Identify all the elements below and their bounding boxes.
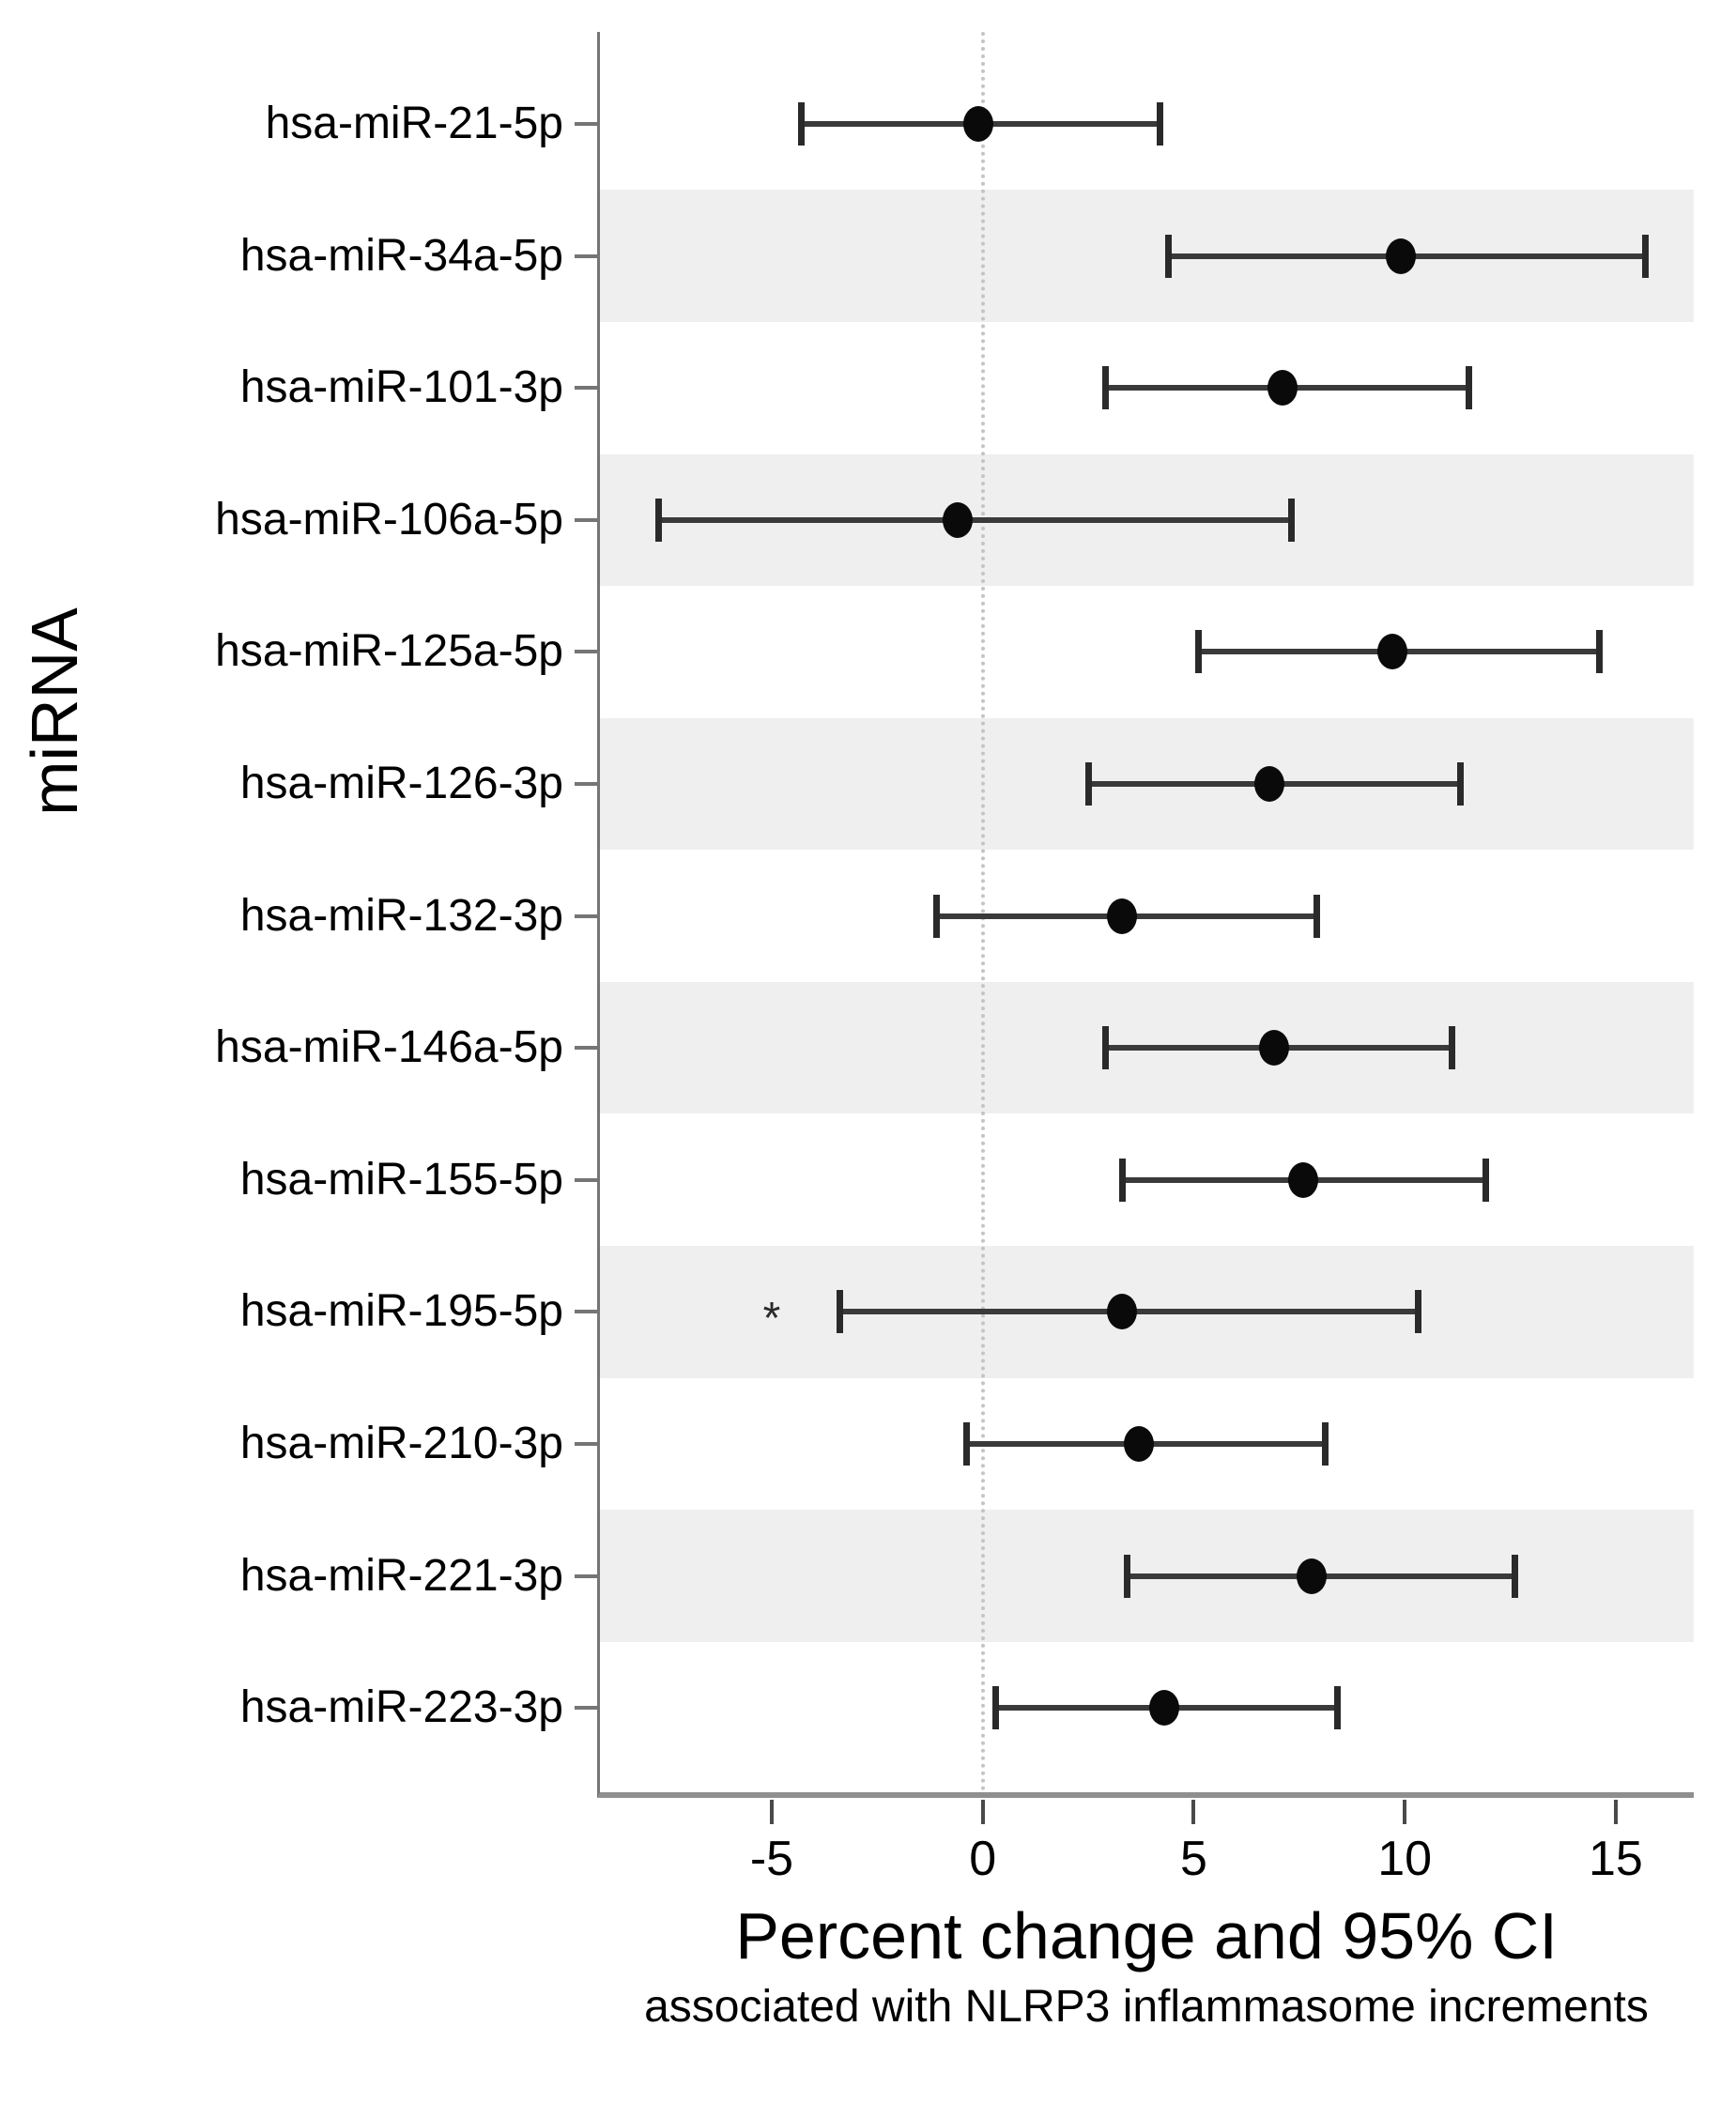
plot-area: * <box>597 32 1694 1798</box>
ci-cap-left <box>1102 366 1110 410</box>
x-axis-tick <box>1613 1800 1618 1824</box>
point-estimate-marker <box>1385 238 1416 274</box>
ci-cap-right <box>1465 366 1472 410</box>
y-axis-tick <box>575 1177 600 1182</box>
ci-cap-left <box>1194 630 1202 674</box>
ci-cap-right <box>1456 762 1464 806</box>
x-axis-tick <box>1403 1800 1407 1824</box>
ci-cap-right <box>1287 498 1295 542</box>
row-label: hsa-miR-195-5p <box>239 1286 563 1337</box>
ci-cap-right <box>1334 1686 1342 1730</box>
point-estimate-marker <box>942 501 973 538</box>
point-estimate-marker <box>1124 1426 1154 1462</box>
point-estimate-marker <box>1267 370 1298 407</box>
ci-cap-right <box>1642 234 1650 278</box>
ci-cap-left <box>836 1290 843 1334</box>
row-label: hsa-miR-126-3p <box>239 759 563 808</box>
ci-cap-left <box>992 1686 1000 1730</box>
ci-cap-left <box>962 1422 970 1466</box>
row-label: hsa-miR-106a-5p <box>215 494 563 545</box>
point-estimate-marker <box>1297 1558 1328 1594</box>
ci-cap-right <box>1595 630 1603 674</box>
x-axis-tick-label: -5 <box>749 1832 794 1886</box>
point-estimate-marker <box>1258 1030 1289 1067</box>
point-estimate-marker <box>1107 898 1138 934</box>
point-estimate-marker <box>1148 1690 1179 1727</box>
ci-cap-left <box>1123 1554 1130 1598</box>
row-label: hsa-miR-132-3p <box>239 890 563 941</box>
x-axis-subtitle: associated with NLRP3 inflammasome incre… <box>644 1982 1649 2032</box>
row-label: hsa-miR-155-5p <box>239 1154 563 1205</box>
point-estimate-marker <box>1254 766 1285 802</box>
y-axis-tick <box>575 650 600 654</box>
ci-cap-right <box>1482 1158 1489 1202</box>
y-axis-tick <box>575 253 600 258</box>
x-axis-title: Percent change and 95% CI <box>735 1899 1558 1973</box>
x-axis-tick-label: 0 <box>969 1832 997 1886</box>
y-axis-tick <box>575 913 600 918</box>
row-label: hsa-miR-21-5p <box>265 99 563 148</box>
ci-cap-left <box>933 894 941 938</box>
y-axis-tick <box>575 517 600 522</box>
x-axis-tick <box>980 1800 985 1824</box>
ci-cap-left <box>798 102 806 146</box>
ci-line <box>657 516 1291 523</box>
y-axis-tick <box>575 1442 600 1446</box>
x-axis-tick-label: 5 <box>1179 1832 1207 1886</box>
ci-cap-left <box>654 498 662 542</box>
ci-cap-left <box>1102 1026 1110 1070</box>
row-label: hsa-miR-221-3p <box>239 1550 563 1601</box>
x-axis-tick <box>769 1800 774 1824</box>
point-estimate-marker <box>1288 1161 1319 1198</box>
ci-cap-left <box>1165 234 1173 278</box>
y-axis-tick <box>575 1046 600 1051</box>
y-axis-tick <box>575 122 600 126</box>
ci-cap-right <box>1157 102 1164 146</box>
y-axis-tick <box>575 782 600 786</box>
y-axis-tick <box>575 386 600 391</box>
x-axis-tick <box>1191 1800 1196 1824</box>
point-estimate-marker <box>1376 634 1407 670</box>
x-axis-tick-label: 10 <box>1377 1832 1433 1886</box>
point-estimate-marker <box>963 106 994 142</box>
row-label: hsa-miR-146a-5p <box>215 1022 563 1073</box>
ci-cap-right <box>1313 894 1320 938</box>
ci-cap-right <box>1512 1554 1519 1598</box>
ci-cap-right <box>1414 1290 1421 1334</box>
point-estimate-marker <box>1107 1294 1138 1330</box>
row-label: hsa-miR-210-3p <box>239 1419 563 1468</box>
y-axis-tick <box>575 1706 600 1711</box>
zero-reference-line <box>980 32 985 1792</box>
y-axis-tick <box>575 1310 600 1314</box>
ci-cap-right <box>1448 1026 1455 1070</box>
ci-cap-left <box>1119 1158 1127 1202</box>
x-axis-tick-label: 15 <box>1589 1832 1643 1886</box>
y-axis-tick <box>575 1573 600 1578</box>
ci-cap-right <box>1321 1422 1329 1466</box>
row-label: hsa-miR-125a-5p <box>215 626 563 677</box>
significance-asterisk: * <box>762 1294 781 1344</box>
row-label: hsa-miR-101-3p <box>239 362 563 413</box>
row-label: hsa-miR-34a-5p <box>239 230 563 281</box>
row-label: hsa-miR-223-3p <box>239 1682 563 1733</box>
ci-cap-left <box>1085 762 1093 806</box>
